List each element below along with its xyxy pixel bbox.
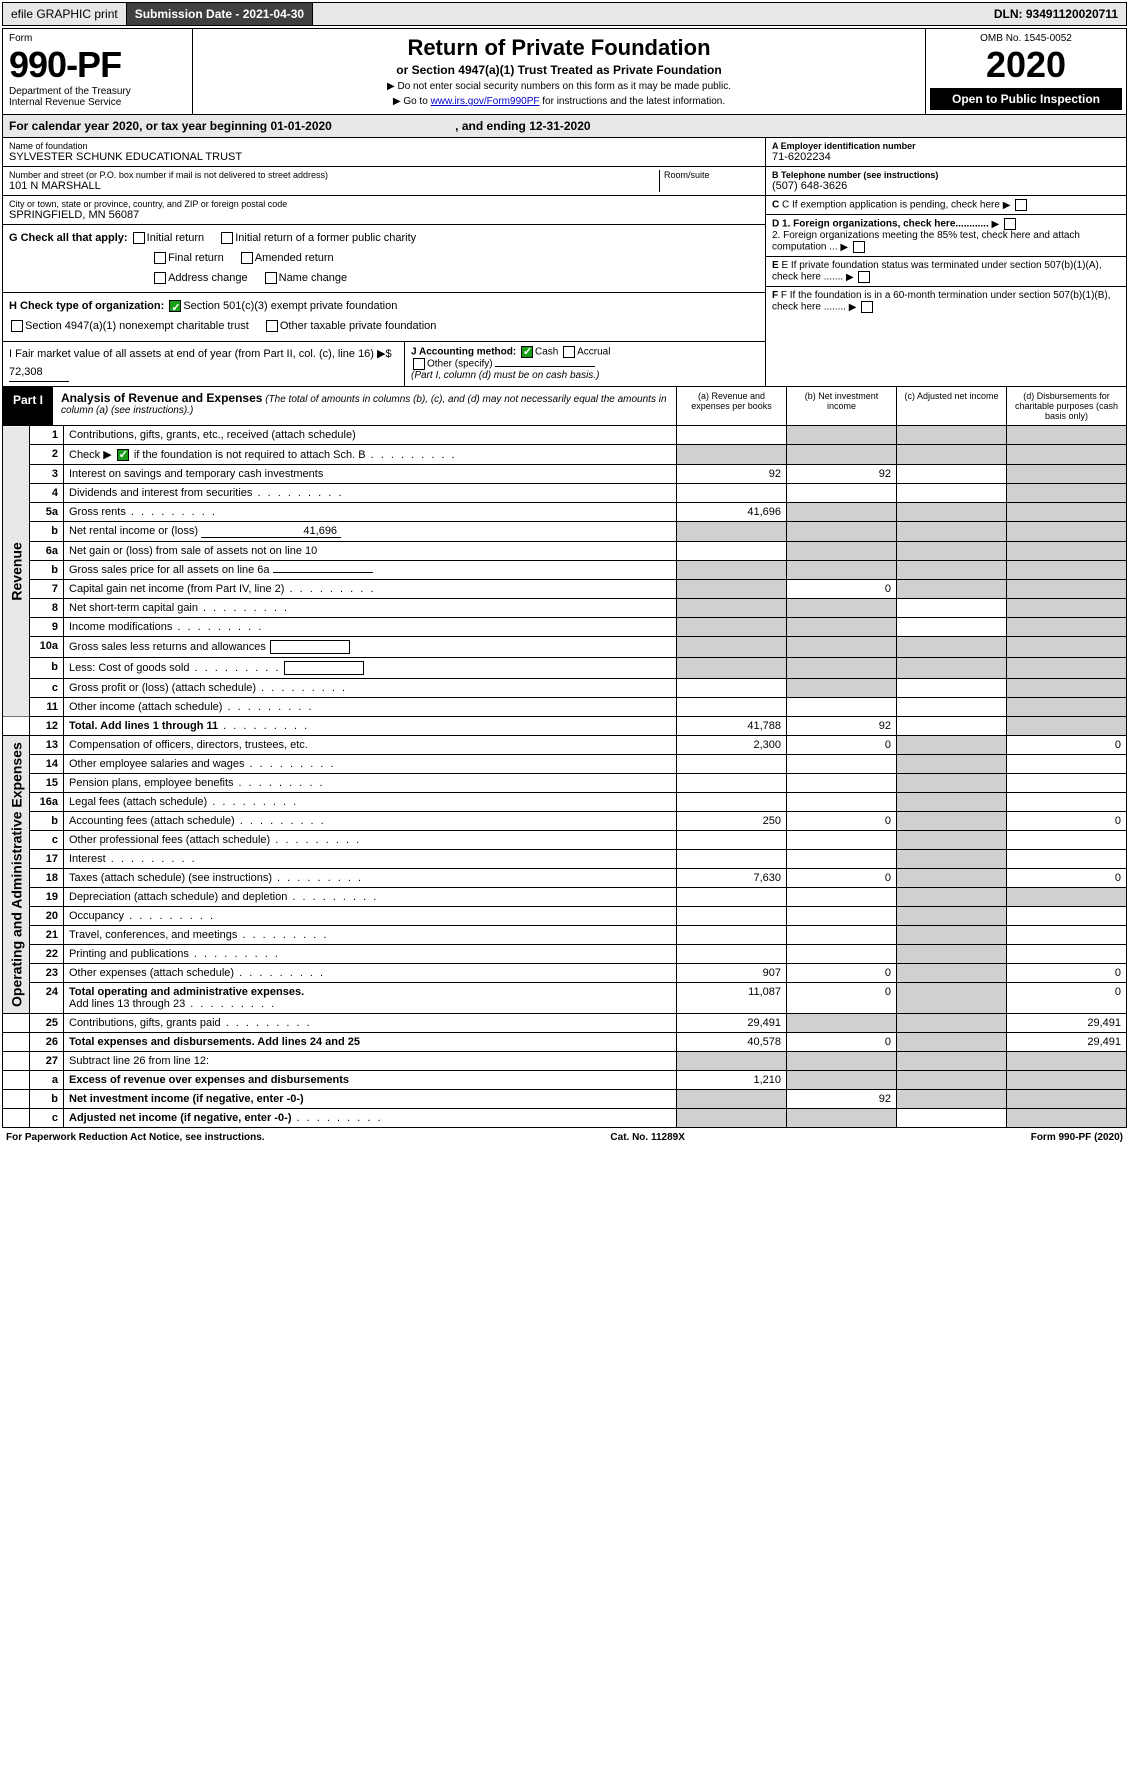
l13-b: 0: [787, 736, 897, 755]
phone: (507) 648-3626: [772, 180, 1120, 192]
submission-date: Submission Date - 2021-04-30: [127, 3, 313, 25]
chk-amended[interactable]: [241, 252, 253, 264]
page-footer: For Paperwork Reduction Act Notice, see …: [2, 1130, 1127, 1145]
city-label: City or town, state or province, country…: [9, 199, 759, 209]
section-i: I Fair market value of all assets at end…: [3, 342, 405, 386]
l7-b: 0: [787, 580, 897, 599]
open-inspection: Open to Public Inspection: [930, 88, 1122, 110]
section-j: J Accounting method: Cash Accrual Other …: [405, 342, 765, 386]
l16b-d: 0: [1007, 812, 1127, 831]
l13-d: 0: [1007, 736, 1127, 755]
irs: Internal Revenue Service: [9, 97, 186, 108]
room-label: Room/suite: [664, 170, 759, 180]
dln: DLN: 93491120020711: [986, 3, 1126, 25]
form-title: Return of Private Foundation: [199, 35, 919, 61]
revenue-strip: Revenue: [3, 426, 30, 717]
calendar-year-row: For calendar year 2020, or tax year begi…: [2, 115, 1127, 138]
chk-e[interactable]: [858, 271, 870, 283]
l12-a: 41,788: [677, 717, 787, 736]
chk-d2[interactable]: [853, 241, 865, 253]
l5a-a: 41,696: [677, 503, 787, 522]
l27b-b: 92: [787, 1090, 897, 1109]
l23-a: 907: [677, 964, 787, 983]
chk-name[interactable]: [265, 272, 277, 284]
l12-b: 92: [787, 717, 897, 736]
chk-4947[interactable]: [11, 320, 23, 332]
l16b-b: 0: [787, 812, 897, 831]
l27a-a: 1,210: [677, 1071, 787, 1090]
section-c: C C If exemption application is pending,…: [766, 196, 1126, 215]
name-label: Name of foundation: [9, 141, 759, 151]
l3-a: 92: [677, 465, 787, 484]
col-a-hdr: (a) Revenue and expenses per books: [676, 387, 786, 425]
chk-d1[interactable]: [1004, 218, 1016, 230]
l3-b: 92: [787, 465, 897, 484]
revenue-table: Revenue 1Contributions, gifts, grants, e…: [2, 426, 1127, 1128]
part1-header: Part I Analysis of Revenue and Expenses …: [2, 387, 1127, 426]
l16b-a: 250: [677, 812, 787, 831]
l18-b: 0: [787, 869, 897, 888]
section-f: F F If the foundation is in a 60-month t…: [766, 287, 1126, 316]
section-e: E E If private foundation status was ter…: [766, 257, 1126, 287]
l24-b: 0: [787, 983, 897, 1014]
form-number: 990-PF: [9, 44, 186, 86]
col-b-hdr: (b) Net investment income: [786, 387, 896, 425]
chk-c[interactable]: [1015, 199, 1027, 211]
l26-d: 29,491: [1007, 1033, 1127, 1052]
chk-accrual[interactable]: [563, 346, 575, 358]
org-info: Name of foundation SYLVESTER SCHUNK EDUC…: [2, 138, 1127, 387]
chk-f[interactable]: [861, 301, 873, 313]
l25-a: 29,491: [677, 1014, 787, 1033]
fmv-value: 72,308: [9, 364, 69, 383]
l23-d: 0: [1007, 964, 1127, 983]
l26-b: 0: [787, 1033, 897, 1052]
col-c-hdr: (c) Adjusted net income: [896, 387, 1006, 425]
note2: ▶ Go to www.irs.gov/Form990PF for instru…: [199, 96, 919, 107]
l26-a: 40,578: [677, 1033, 787, 1052]
dept: Department of the Treasury: [9, 86, 186, 97]
foundation-name: SYLVESTER SCHUNK EDUCATIONAL TRUST: [9, 151, 759, 163]
l5b-val: 41,696: [201, 525, 341, 538]
ein-label: A Employer identification number: [772, 141, 1120, 151]
topbar: efile GRAPHIC print Submission Date - 20…: [2, 2, 1127, 26]
chk-initial[interactable]: [133, 232, 145, 244]
l18-a: 7,630: [677, 869, 787, 888]
addr-label: Number and street (or P.O. box number if…: [9, 170, 659, 180]
l25-d: 29,491: [1007, 1014, 1127, 1033]
irs-link[interactable]: www.irs.gov/Form990PF: [431, 96, 540, 107]
section-g: G Check all that apply: Initial return I…: [3, 225, 765, 293]
note1: ▶ Do not enter social security numbers o…: [199, 81, 919, 92]
tax-year: 2020: [930, 44, 1122, 86]
part1-tag: Part I: [3, 387, 53, 425]
expenses-strip: Operating and Administrative Expenses: [3, 736, 30, 1014]
city-state-zip: SPRINGFIELD, MN 56087: [9, 209, 759, 221]
section-d: D 1. Foreign organizations, check here..…: [766, 215, 1126, 257]
col-d-hdr: (d) Disbursements for charitable purpose…: [1006, 387, 1126, 425]
form-label: Form: [9, 33, 186, 44]
chk-501c3[interactable]: [169, 300, 181, 312]
l23-b: 0: [787, 964, 897, 983]
l18-d: 0: [1007, 869, 1127, 888]
chk-final[interactable]: [154, 252, 166, 264]
chk-other-method[interactable]: [413, 358, 425, 370]
paperwork-notice: For Paperwork Reduction Act Notice, see …: [6, 1132, 265, 1143]
ein: 71-6202234: [772, 151, 1120, 163]
chk-cash[interactable]: [521, 346, 533, 358]
chk-initial-public[interactable]: [221, 232, 233, 244]
chk-address[interactable]: [154, 272, 166, 284]
form-ref: Form 990-PF (2020): [1031, 1132, 1123, 1143]
phone-label: B Telephone number (see instructions): [772, 170, 1120, 180]
omb: OMB No. 1545-0052: [930, 33, 1122, 44]
l13-a: 2,300: [677, 736, 787, 755]
chk-schb[interactable]: [117, 449, 129, 461]
form-header: Form 990-PF Department of the Treasury I…: [2, 28, 1127, 115]
form-subtitle: or Section 4947(a)(1) Trust Treated as P…: [199, 63, 919, 77]
cat-no: Cat. No. 11289X: [610, 1132, 684, 1143]
l24-a: 11,087: [677, 983, 787, 1014]
efile-label: efile GRAPHIC print: [3, 3, 127, 25]
l24-d: 0: [1007, 983, 1127, 1014]
street-address: 101 N MARSHALL: [9, 180, 659, 192]
chk-other-taxable[interactable]: [266, 320, 278, 332]
section-h: H Check type of organization: Section 50…: [3, 293, 765, 342]
